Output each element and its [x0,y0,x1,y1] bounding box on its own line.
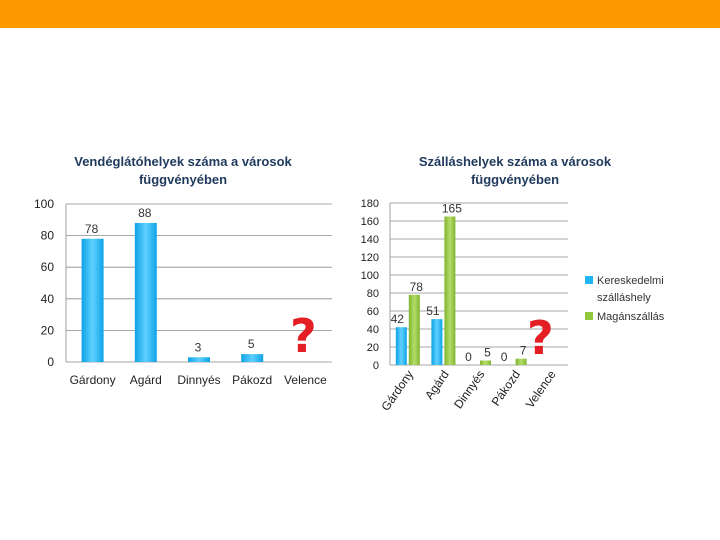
chart2-data-label-commercial: 51 [426,304,440,318]
chart2-bar-private [515,358,527,365]
chart1-y-tick-label: 0 [47,355,54,369]
chart-accommodations: Szálláshelyek száma a városok függvényébe… [361,154,665,413]
chart2-data-label-private: 5 [484,346,491,360]
chart1-x-tick-label: Agárd [130,373,162,387]
chart2-x-tick-label: Gárdony [378,368,416,414]
chart2-x-tick-label: Agárd [422,368,452,402]
chart2-y-tick-label: 40 [367,324,379,336]
chart1-y-tick-label: 20 [41,323,55,337]
chart1-title-line: függvényében [139,172,227,187]
chart2-data-label-commercial: 42 [391,312,405,326]
chart2-title-line: függvényében [471,172,559,187]
top-orange-bar [0,0,720,28]
chart2-bar-commercial [395,327,407,365]
chart1-question-mark: ? [290,309,317,363]
chart2-y-tick-label: 180 [361,198,379,210]
chart2-legend: Kereskedelmi szálláshely Magánszállás [585,275,665,323]
legend-swatch [585,312,593,320]
chart2-y-tick-label: 60 [367,306,379,318]
chart2-bar-private [444,216,456,365]
chart-restaurants: Vendéglátóhelyek száma a városok függvény… [34,154,332,387]
legend-label: Kereskedelmi [597,275,664,287]
chart2-y-tick-label: 80 [367,288,379,300]
chart1-x-tick-label: Pákozd [232,373,272,387]
chart1-data-label: 78 [85,222,99,236]
chart2-title-line: Szálláshelyek száma a városok [419,154,612,169]
chart1-x-tick-label: Velence [284,373,327,387]
chart1-x-tick-label: Dinnyés [177,373,220,387]
legend-swatch [585,276,593,284]
chart2-data-label-private: 78 [410,280,424,294]
chart1-y-tick-label: 100 [34,197,54,211]
chart2-x-tick-label: Pákozd [489,368,523,409]
chart1-bar [134,222,157,362]
chart1-title-line: Vendéglátóhelyek száma a városok [74,154,292,169]
chart2-bar-commercial [431,319,443,365]
chart2-y-tick-label: 160 [361,216,379,228]
chart2-data-label-commercial: 0 [465,350,472,364]
chart1-y-tick-label: 80 [41,229,55,243]
chart2-bar-private [408,294,420,365]
chart2-question-mark: ? [527,311,554,365]
chart2-bar-private [480,360,491,365]
chart2-data-label-private: 165 [442,202,462,216]
chart1-y-tick-label: 60 [41,260,55,274]
chart2-y-tick-label: 100 [361,270,379,282]
chart1-data-label: 3 [195,340,202,354]
chart1-bar [241,354,264,362]
chart1-data-label: 5 [248,337,255,351]
chart1-y-tick-label: 40 [41,292,55,306]
chart2-x-tick-label: Dinnyés [451,368,487,412]
chart2-x-tick-label: Velence [523,367,559,410]
legend-label: szálláshely [597,292,651,304]
chart2-y-tick-label: 120 [361,252,379,264]
chart1-bar [188,357,210,362]
chart2-y-tick-label: 140 [361,234,379,246]
chart1-data-label: 88 [138,206,152,220]
chart2-data-label-commercial: 0 [501,350,508,364]
chart1-x-tick-label: Gárdony [70,373,116,387]
legend-label: Magánszállás [597,311,665,323]
chart1-bar [81,238,104,362]
chart2-y-tick-label: 20 [367,342,379,354]
chart2-y-tick-label: 0 [373,360,379,372]
chart2-data-label-private: 7 [520,344,527,358]
